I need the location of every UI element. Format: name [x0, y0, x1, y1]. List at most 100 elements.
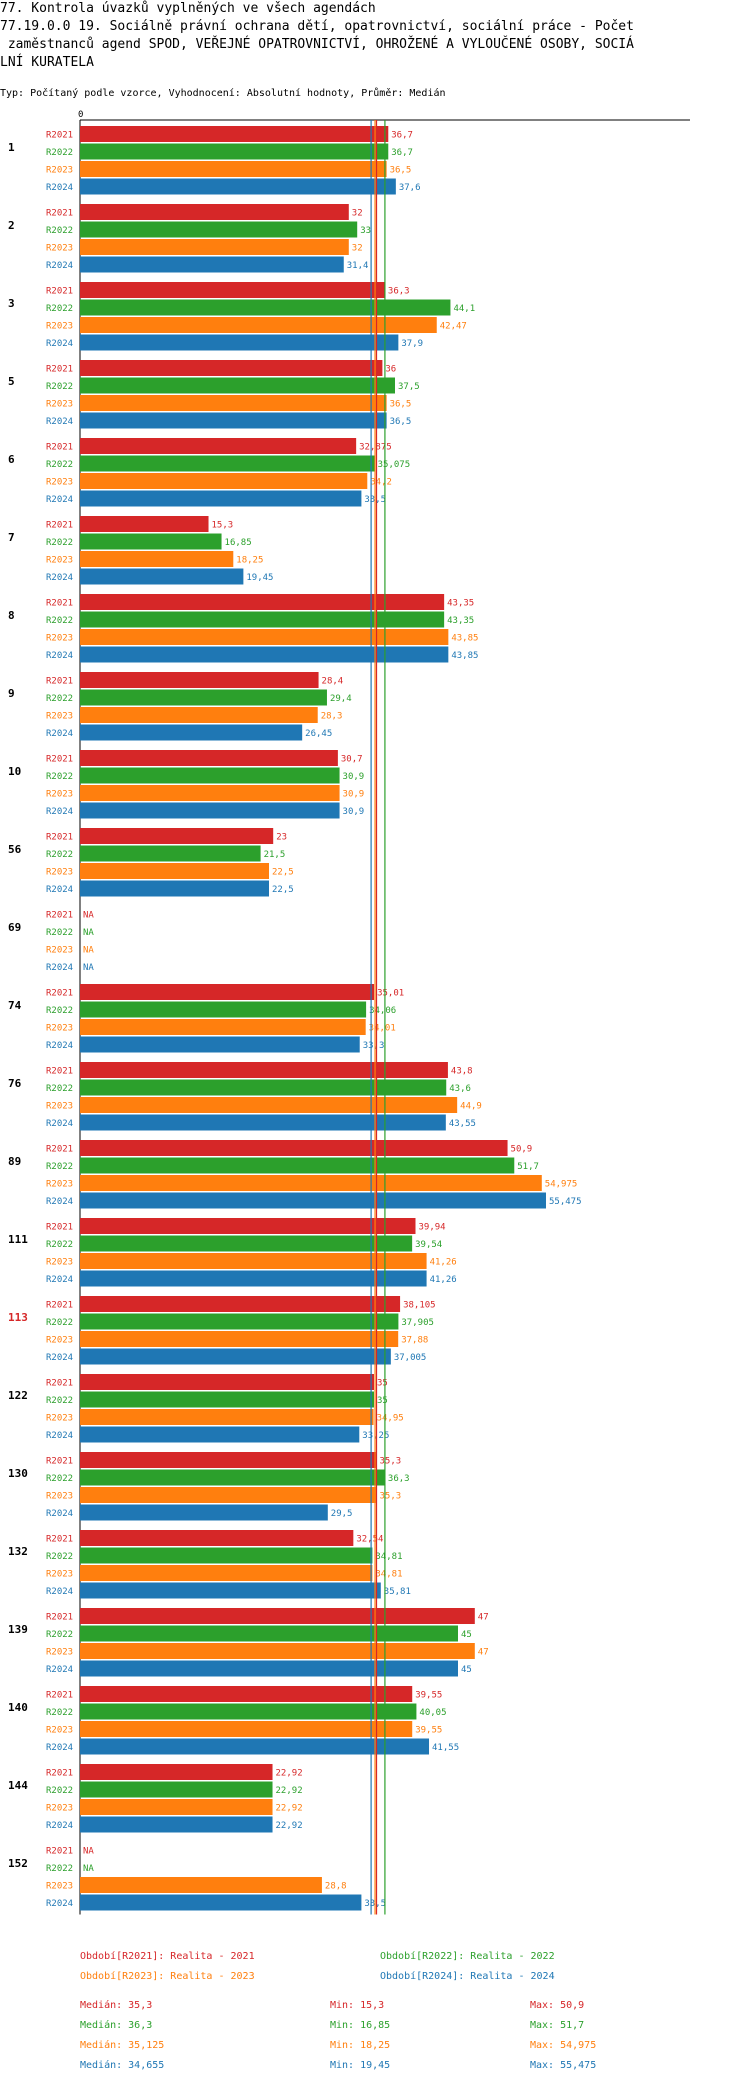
series-label-5-R2023: R2023 [46, 400, 73, 410]
value-label-132-R2021: 32,54 [356, 1535, 383, 1545]
bar-56-R2024 [80, 880, 269, 897]
series-label-89-R2022: R2022 [46, 1162, 73, 1172]
series-label-5-R2024: R2024 [46, 417, 73, 427]
bar-76-R2021 [80, 1062, 448, 1078]
value-label-1-R2021: 36,7 [391, 131, 413, 141]
bar-89-R2024 [80, 1192, 546, 1209]
bar-144-R2024 [80, 1816, 273, 1833]
series-label-130-R2023: R2023 [46, 1492, 73, 1502]
series-label-56-R2023: R2023 [46, 868, 73, 878]
bar-3-R2024 [80, 334, 399, 351]
series-label-9-R2022: R2022 [46, 694, 73, 704]
category-label-144: 144 [8, 1779, 28, 1792]
bar-132-R2023 [80, 1565, 373, 1581]
bar-111-R2022 [80, 1235, 413, 1252]
bar-89-R2022 [80, 1157, 515, 1174]
bar-76-R2023 [80, 1097, 458, 1113]
bar-152-R2024 [80, 1894, 362, 1911]
value-label-76-R2024: 43,55 [449, 1119, 476, 1129]
value-label-8-R2022: 43,35 [447, 616, 474, 626]
value-label-89-R2022: 51,7 [517, 1162, 539, 1172]
series-label-7-R2021: R2021 [46, 521, 73, 531]
category-label-2: 2 [8, 219, 15, 232]
series-label-7-R2023: R2023 [46, 556, 73, 566]
category-label-10: 10 [8, 765, 21, 778]
value-label-8-R2023: 43,85 [451, 634, 478, 644]
legend-r2023: Období[R2023]: Realita - 2023 [80, 1971, 255, 1982]
series-label-9-R2024: R2024 [46, 729, 73, 739]
bar-5-R2023 [80, 395, 387, 411]
category-label-8: 8 [8, 609, 15, 622]
chart-title-line-4: LNÍ KURATELA [0, 55, 94, 70]
series-label-144-R2023: R2023 [46, 1804, 73, 1814]
series-label-140-R2021: R2021 [46, 1691, 73, 1701]
series-label-69-R2021: R2021 [46, 911, 73, 921]
series-label-113-R2024: R2024 [46, 1353, 73, 1363]
series-label-130-R2022: R2022 [46, 1474, 73, 1484]
bar-3-R2021 [80, 282, 385, 298]
value-label-122-R2021: 35 [377, 1379, 388, 1389]
series-label-5-R2021: R2021 [46, 365, 73, 375]
bar-111-R2021 [80, 1218, 416, 1234]
bar-122-R2022 [80, 1391, 374, 1408]
bar-5-R2024 [80, 412, 387, 429]
series-label-152-R2021: R2021 [46, 1847, 73, 1857]
value-label-144-R2021: 22,92 [276, 1769, 303, 1779]
series-label-10-R2022: R2022 [46, 772, 73, 782]
bar-140-R2022 [80, 1703, 417, 1720]
value-label-111-R2024: 41,26 [430, 1275, 457, 1285]
min-r2024: Min: 19,45 [330, 2060, 391, 2071]
series-label-56-R2024: R2024 [46, 885, 73, 895]
chart-title-line-1: 77. Kontrola úvazků vyplněných ve všech … [0, 1, 376, 16]
series-label-140-R2023: R2023 [46, 1726, 73, 1736]
series-label-113-R2023: R2023 [46, 1336, 73, 1346]
bar-10-R2022 [80, 767, 340, 784]
series-label-152-R2023: R2023 [46, 1882, 73, 1892]
category-label-139: 139 [8, 1623, 28, 1636]
value-label-152-R2023: 28,8 [325, 1882, 347, 1892]
series-label-139-R2023: R2023 [46, 1648, 73, 1658]
chart-title-line-3: zaměstnanců agend SPOD, VEŘEJNÉ OPATROVN… [0, 37, 634, 52]
value-label-2-R2024: 31,4 [347, 261, 369, 271]
category-label-130: 130 [8, 1467, 28, 1480]
bar-1-R2022 [80, 143, 389, 160]
bar-139-R2023 [80, 1643, 475, 1659]
bar-139-R2022 [80, 1625, 458, 1642]
median-r2021: Medián: 35,3 [80, 2000, 153, 2011]
series-label-74-R2023: R2023 [46, 1024, 73, 1034]
bar-122-R2021 [80, 1374, 374, 1390]
series-label-10-R2021: R2021 [46, 755, 73, 765]
bar-122-R2023 [80, 1409, 374, 1425]
value-label-76-R2021: 43,8 [451, 1067, 473, 1077]
series-label-76-R2024: R2024 [46, 1119, 73, 1129]
series-label-56-R2021: R2021 [46, 833, 73, 843]
series-label-6-R2021: R2021 [46, 443, 73, 453]
value-label-10-R2023: 30,9 [343, 790, 365, 800]
bar-56-R2021 [80, 828, 274, 844]
series-label-69-R2022: R2022 [46, 928, 73, 938]
category-label-1: 1 [8, 141, 15, 154]
value-label-144-R2023: 22,92 [276, 1804, 303, 1814]
value-label-122-R2024: 33,25 [362, 1431, 389, 1441]
chart-subtitle: Typ: Počítaný podle vzorce, Vyhodnocení:… [0, 88, 446, 99]
series-label-1-R2021: R2021 [46, 131, 73, 141]
bar-74-R2021 [80, 984, 375, 1000]
bar-1-R2021 [80, 126, 389, 142]
value-label-2-R2021: 32 [352, 209, 363, 219]
bar-74-R2024 [80, 1036, 360, 1053]
series-label-130-R2021: R2021 [46, 1457, 73, 1467]
max-r2021: Max: 50,9 [530, 2000, 585, 2011]
value-label-9-R2024: 26,45 [305, 729, 332, 739]
value-label-132-R2024: 35,81 [384, 1587, 411, 1597]
series-label-152-R2024: R2024 [46, 1899, 73, 1909]
min-r2022: Min: 16,85 [330, 2020, 391, 2031]
bar-2-R2023 [80, 239, 349, 255]
category-label-89: 89 [8, 1155, 21, 1168]
legend-r2024: Období[R2024]: Realita - 2024 [380, 1971, 555, 1982]
bar-2-R2022 [80, 221, 358, 238]
value-label-111-R2022: 39,54 [415, 1240, 442, 1250]
series-label-144-R2021: R2021 [46, 1769, 73, 1779]
bar-122-R2024 [80, 1426, 360, 1443]
value-label-10-R2021: 30,7 [341, 755, 363, 765]
bar-7-R2021 [80, 516, 209, 532]
